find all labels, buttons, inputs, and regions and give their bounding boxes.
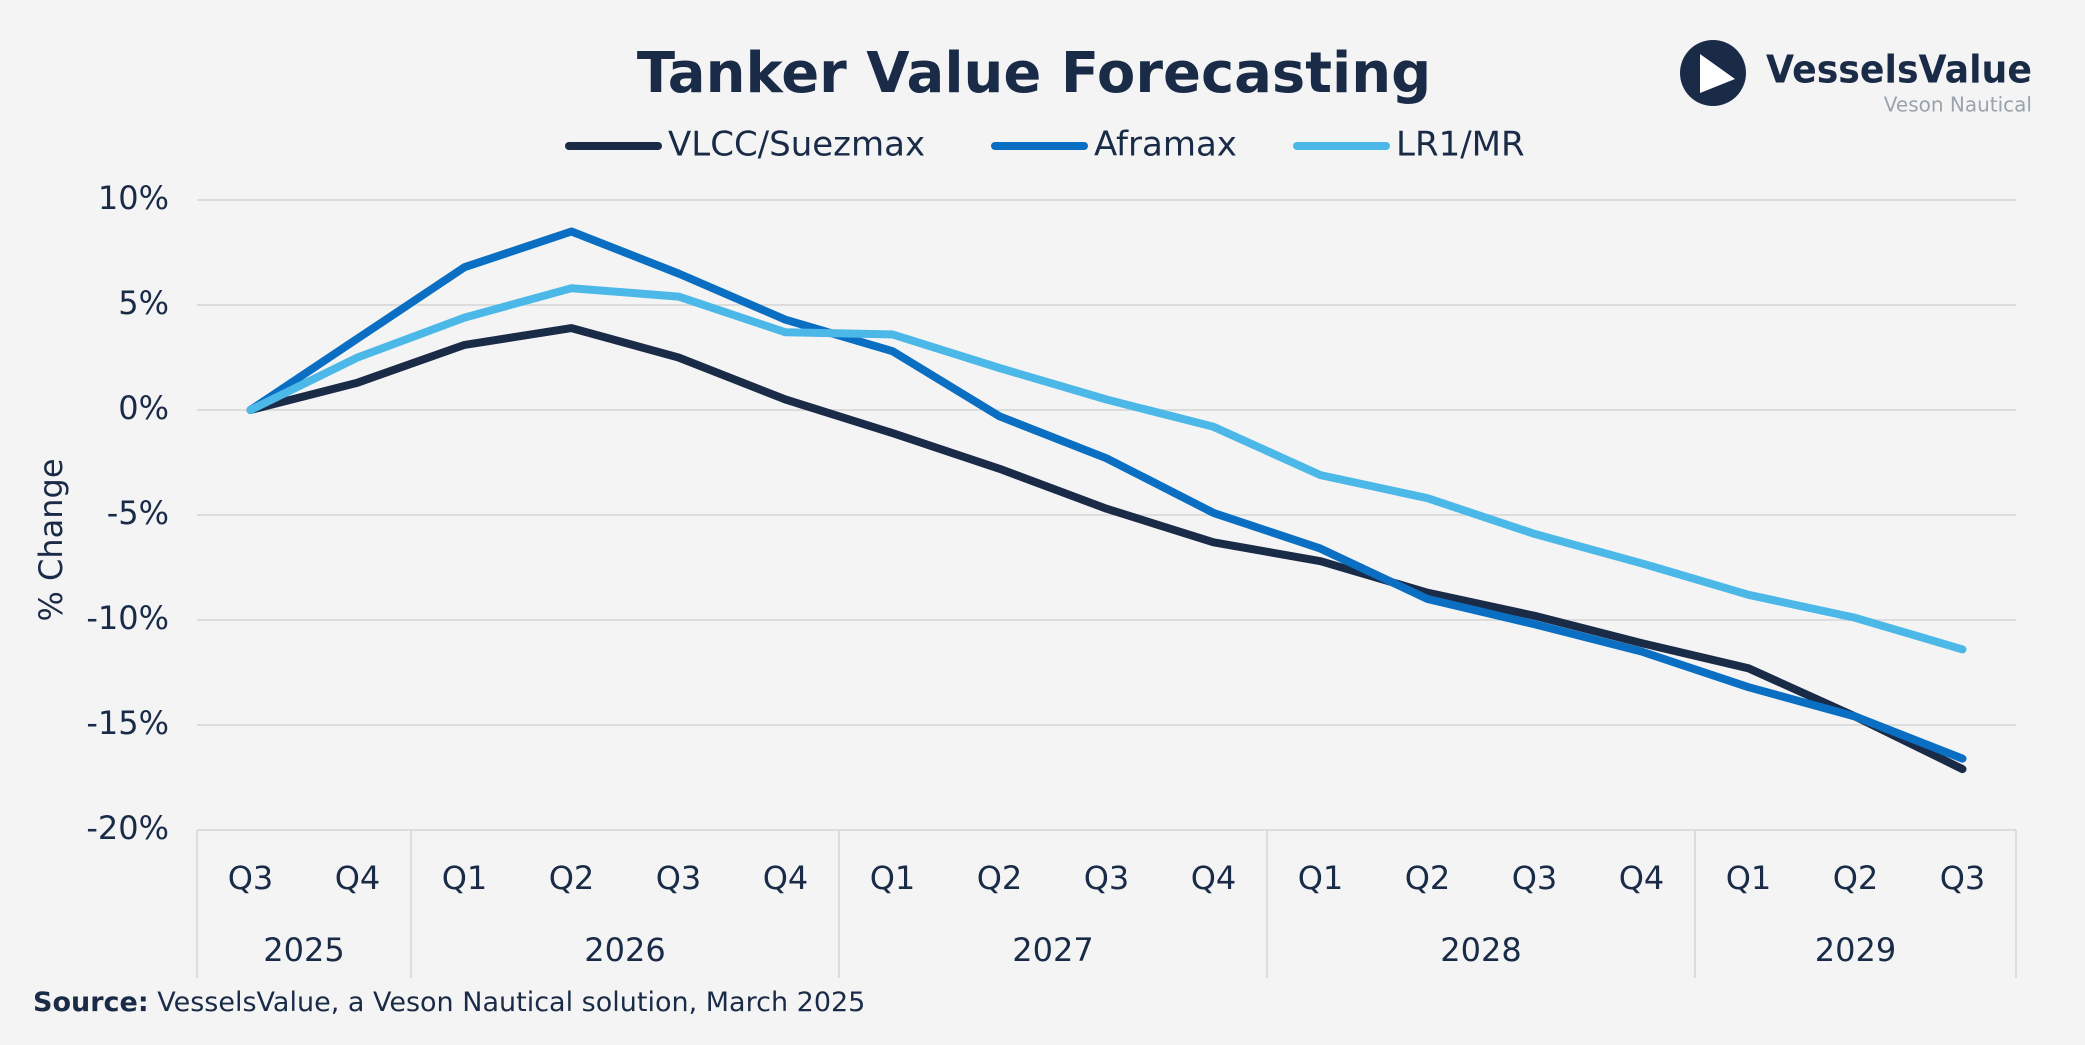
logo-sub: Veson Nautical — [1884, 93, 2032, 117]
x-tick-label: Q2 — [1405, 859, 1451, 897]
source-text: VesselsValue, a Veson Nautical solution,… — [157, 987, 865, 1018]
series-line — [246, 227, 1967, 763]
chart-title: Tanker Value Forecasting — [637, 41, 1431, 106]
x-group-label: 2028 — [1440, 931, 1521, 969]
x-group-label: 2025 — [263, 931, 344, 969]
x-tick-label: Q1 — [1298, 859, 1344, 897]
x-tick-label: Q3 — [228, 859, 274, 897]
x-tick-label: Q2 — [549, 859, 595, 897]
x-group-label: 2026 — [584, 931, 665, 969]
logo-triangle — [1700, 54, 1735, 93]
legend-label: LR1/MR — [1396, 125, 1525, 165]
series-line — [246, 284, 1967, 654]
x-tick-label: Q4 — [1191, 859, 1237, 897]
x-tick-label: Q3 — [1512, 859, 1558, 897]
logo: VesselsValue Veson Nautical — [1680, 40, 2032, 117]
legend-label: VLCC/Suezmax — [668, 125, 925, 165]
x-tick-label: Q1 — [442, 859, 488, 897]
x-tick-label: Q3 — [656, 859, 702, 897]
x-tick-label: Q4 — [335, 859, 381, 897]
x-tick-label: Q1 — [1726, 859, 1772, 897]
source-label: Source: — [33, 987, 149, 1018]
x-tick-label: Q4 — [1619, 859, 1665, 897]
y-tick-label: 0% — [118, 389, 169, 427]
y-tick-label: -5% — [107, 494, 169, 532]
y-tick-label: -15% — [86, 704, 169, 742]
series-line — [246, 324, 1967, 774]
x-tick-label: Q1 — [870, 859, 916, 897]
x-tick-label: Q2 — [1833, 859, 1879, 897]
x-tick-label: Q3 — [1084, 859, 1130, 897]
x-tick-label: Q4 — [763, 859, 809, 897]
x-group-label: 2027 — [1012, 931, 1093, 969]
y-tick-label: 10% — [98, 179, 169, 217]
logo-name: VesselsValue — [1766, 48, 2032, 92]
y-axis-title: % Change — [32, 458, 70, 621]
x-tick-label: Q3 — [1940, 859, 1986, 897]
source: Source: VesselsValue, a Veson Nautical s… — [33, 987, 865, 1018]
x-tick-label: Q2 — [977, 859, 1023, 897]
x-group-label: 2029 — [1815, 931, 1896, 969]
y-tick-label: 5% — [118, 284, 169, 322]
y-tick-label: -20% — [86, 809, 169, 847]
y-tick-label: -10% — [86, 599, 169, 637]
legend-label: Aframax — [1094, 125, 1237, 165]
